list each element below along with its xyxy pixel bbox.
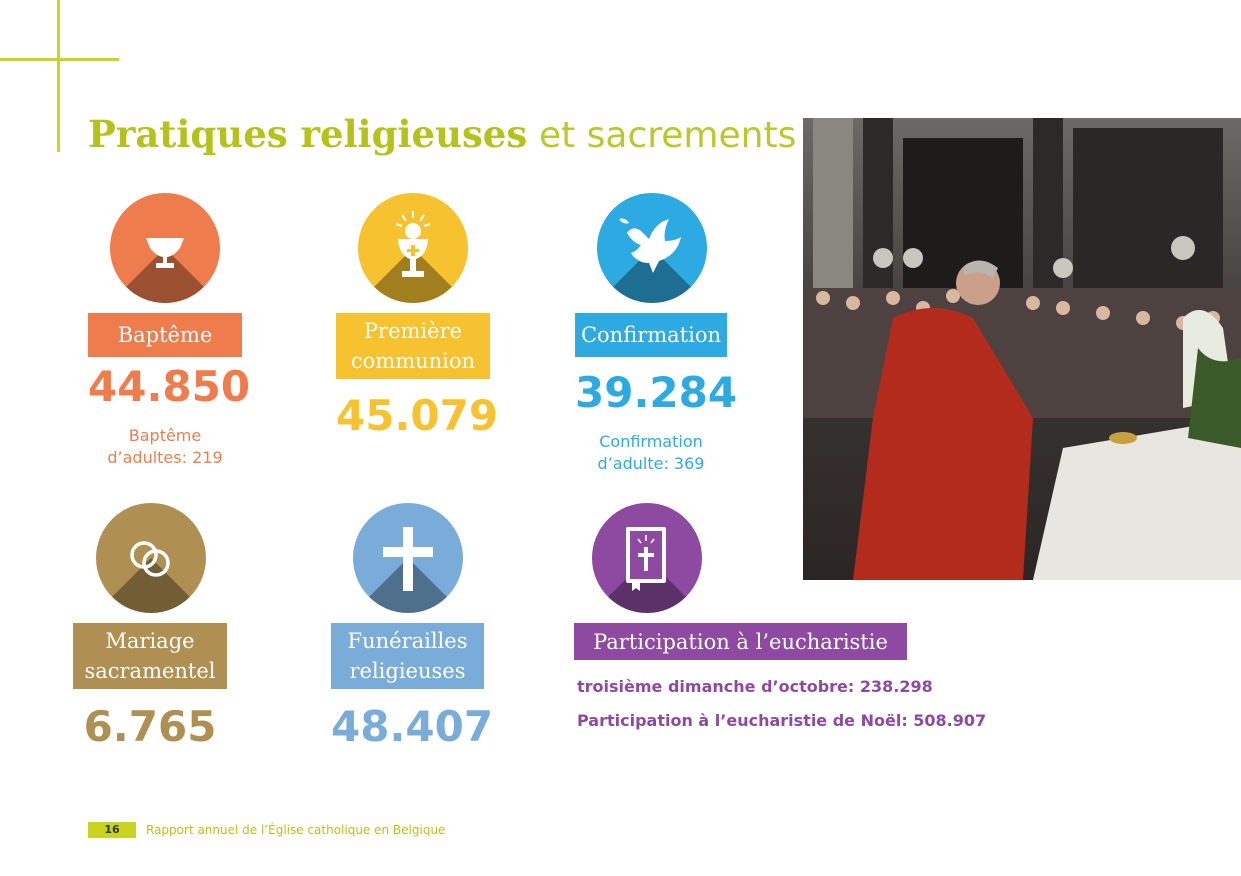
title-light: et sacrements [538,115,797,156]
eucharistie-octobre: troisième dimanche d’octobre: 238.298 [577,677,933,696]
dove-icon [597,193,707,303]
chalice-host-icon [358,193,468,303]
mariage-label: Mariage sacramentel [73,623,227,689]
communion-label: Première communion [336,313,490,379]
mariage-value: 6.765 [83,702,217,751]
corner-mark-horizontal [0,58,119,61]
funerailles-value: 48.407 [331,702,494,751]
cross-icon [353,503,463,613]
church-mass-photo [803,118,1241,580]
eucharistie-noel: Participation à l’eucharistie de Noël: 5… [577,711,987,730]
bapteme-value: 44.850 [88,362,251,411]
corner-mark-vertical [57,0,60,152]
confirmation-adultes: Confirmation d’adulte: 369 [597,432,705,473]
confirmation-label: Confirmation [575,313,727,357]
title-bold: Pratiques religieuses [88,112,528,156]
footer-text: Rapport annuel de l’Église catholique en… [146,823,446,837]
page-title: Pratiques religieuses et sacrements [88,112,796,156]
wedding-rings-icon [96,503,206,613]
bapteme-adultes: Baptême d’adultes: 219 [107,426,223,467]
page-number: 16 [88,822,136,838]
bible-icon [592,503,702,613]
communion-value: 45.079 [336,391,499,440]
confirmation-value: 39.284 [575,368,738,417]
eucharistie-label: Participation à l’eucharistie [574,623,907,660]
baptismal-font-icon [110,193,220,303]
funerailles-label: Funérailles religieuses [331,623,484,689]
bapteme-label: Baptême [88,313,242,357]
